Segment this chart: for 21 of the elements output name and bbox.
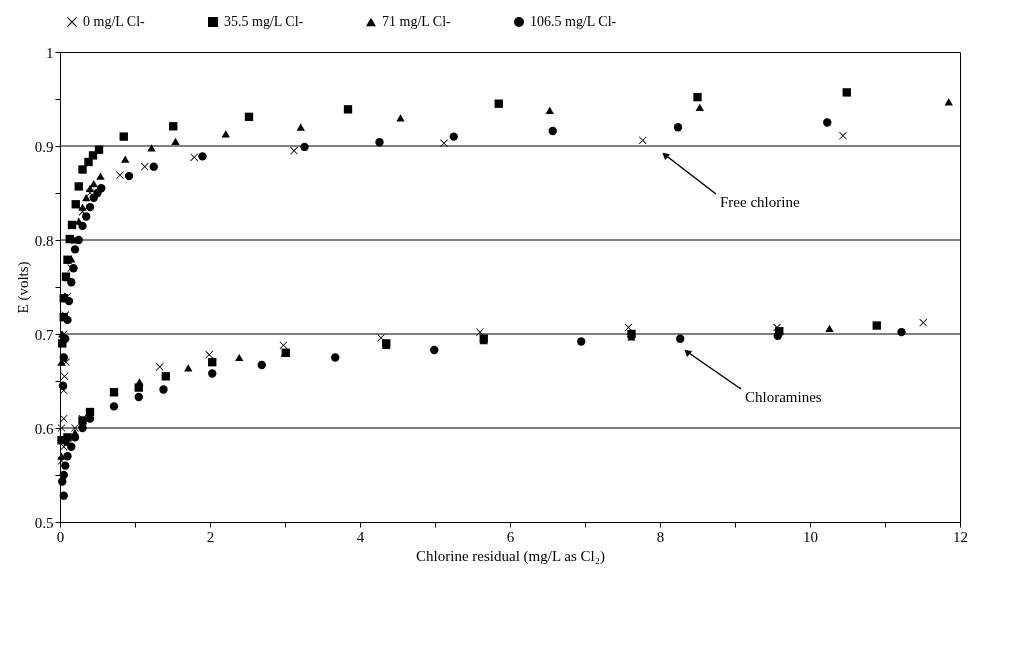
x-tick-label: 0 (56, 528, 65, 545)
y-tick-label: 0.6 (34, 420, 54, 437)
y-tick-label: 0.5 (34, 514, 54, 531)
y-tick-label: 1 (46, 44, 54, 61)
x-tick-label: 4 (356, 528, 365, 545)
legend-label: 71 mg/L Cl- (382, 14, 452, 29)
y-axis-title: E (volts) (14, 261, 32, 314)
annotation: Chloramines (745, 389, 822, 405)
y-tick-label: 0.8 (34, 232, 54, 249)
y-tick-label: 0.9 (34, 138, 54, 155)
x-axis-title: Chlorine residual (mg/L as Cl₂) (416, 547, 605, 565)
annotation: Free chlorine (720, 194, 800, 210)
legend-label: 35.5 mg/L Cl- (224, 14, 304, 29)
x-tick-label: 2 (206, 528, 215, 545)
x-tick-label: 10 (803, 528, 818, 545)
legend-label: 0 mg/L Cl- (83, 14, 146, 29)
legend-label: 106.5 mg/L Cl- (530, 14, 617, 29)
y-tick-label: 0.7 (34, 326, 54, 343)
x-tick-label: 8 (656, 528, 665, 545)
x-tick-label: 12 (953, 528, 968, 545)
x-tick-label: 6 (506, 528, 515, 545)
